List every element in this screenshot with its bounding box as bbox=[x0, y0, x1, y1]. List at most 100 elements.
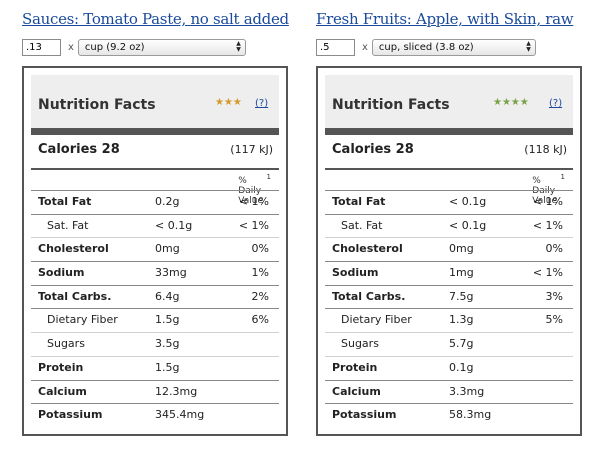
nutrient-percent: 0% bbox=[545, 242, 563, 256]
nutrient-label: Total Carbs. bbox=[332, 289, 406, 303]
nutrition-facts-panel: Nutrition Facts ★★★ (?) Calories 28 (117… bbox=[22, 66, 288, 436]
nutrient-amount: 1mg bbox=[449, 266, 474, 280]
nutrient-amount: 0mg bbox=[155, 242, 180, 256]
multiply-sign: x bbox=[362, 41, 368, 53]
unit-select[interactable]: cup, sliced (3.8 oz) ▲ ▼ bbox=[371, 38, 536, 56]
nutrient-amount: < 0.1g bbox=[449, 218, 487, 232]
rating-help-link[interactable]: (?) bbox=[255, 98, 269, 109]
nutrient-amount: 3.3mg bbox=[449, 384, 485, 398]
nutrient-label: Total Carbs. bbox=[38, 289, 112, 303]
calories-label: Calories 28 bbox=[38, 142, 120, 157]
nutrient-percent: 6% bbox=[251, 313, 269, 327]
nutrient-label: Sat. Fat bbox=[47, 218, 89, 232]
nutrient-row: Potassium 345.4mg bbox=[31, 404, 279, 427]
calories-kj: (118 kJ) bbox=[524, 143, 567, 156]
nutrition-facts-title: Nutrition Facts bbox=[332, 97, 450, 113]
quantity-input[interactable]: .5 bbox=[316, 38, 355, 56]
nutrient-percent: 1% bbox=[251, 266, 269, 280]
nutrient-label: Potassium bbox=[332, 408, 397, 422]
nutrient-percent: < 1% bbox=[238, 218, 269, 232]
nutrient-percent: < 1% bbox=[532, 266, 563, 280]
nutrient-label: Protein bbox=[332, 360, 378, 374]
nutrient-row: Total Fat 0.2g < 1% bbox=[31, 191, 279, 215]
nutrient-amount: 1.5g bbox=[155, 313, 180, 327]
nutrition-facts-title: Nutrition Facts bbox=[38, 97, 156, 113]
nutrient-row: Cholesterol 0mg 0% bbox=[31, 238, 279, 263]
nutrient-label: Potassium bbox=[38, 408, 103, 422]
nutrient-row: Sugars 3.5g bbox=[31, 333, 279, 357]
daily-value-header: % Daily Value 1 bbox=[325, 168, 573, 206]
food-title-link[interactable]: Sauces: Tomato Paste, no salt added bbox=[22, 10, 289, 28]
nutrient-amount: < 0.1g bbox=[155, 218, 193, 232]
nutrient-label: Protein bbox=[38, 360, 84, 374]
serving-controls: .5 x cup, sliced (3.8 oz) ▲ ▼ bbox=[316, 38, 536, 56]
nutrient-percent: 0% bbox=[251, 242, 269, 256]
rating-stars-icon: ★★★ bbox=[215, 97, 242, 108]
quantity-input[interactable]: .13 bbox=[22, 38, 61, 56]
nutrient-row: Sat. Fat < 0.1g < 1% bbox=[325, 215, 573, 239]
nutrient-amount: 0.1g bbox=[449, 360, 474, 374]
nutrition-header: Nutrition Facts ★★★★ (?) bbox=[325, 75, 573, 130]
nutrient-rows: Total Fat < 0.1g < 1% Sat. Fat < 0.1g < 1% Cho… bbox=[325, 190, 573, 427]
nutrient-amount: 5.7g bbox=[449, 337, 474, 351]
rating-stars-icon: ★★★★ bbox=[493, 97, 529, 108]
nutrient-label: Calcium bbox=[38, 384, 87, 398]
nutrient-percent: 5% bbox=[545, 313, 563, 327]
daily-value-header: % Daily Value 1 bbox=[31, 168, 279, 206]
nutrient-row: Sodium 33mg 1% bbox=[31, 262, 279, 286]
nutrient-amount: 6.4g bbox=[155, 289, 180, 303]
nutrient-label: Sugars bbox=[341, 337, 379, 351]
calories-row: Calories 28 (117 kJ) bbox=[31, 138, 279, 164]
nutrient-row: Total Carbs. 7.5g 3% bbox=[325, 286, 573, 310]
unit-select-value: cup (9.2 oz) bbox=[84, 41, 145, 53]
select-arrows-icon: ▲ ▼ bbox=[526, 39, 531, 53]
nutrient-percent: 2% bbox=[251, 289, 269, 303]
nutrient-row: Calcium 3.3mg bbox=[325, 381, 573, 405]
nutrient-rows: Total Fat 0.2g < 1% Sat. Fat < 0.1g < 1% Chole… bbox=[31, 190, 279, 427]
nutrient-amount: 1.3g bbox=[449, 313, 474, 327]
food-title-link[interactable]: Fresh Fruits: Apple, with Skin, raw bbox=[316, 10, 574, 28]
nutrient-label: Calcium bbox=[332, 384, 381, 398]
nutrient-row: Dietary Fiber 1.5g 6% bbox=[31, 309, 279, 334]
daily-value-footnote: 1 bbox=[560, 173, 565, 181]
calories-label: Calories 28 bbox=[332, 142, 414, 157]
unit-select[interactable]: cup (9.2 oz) ▲ ▼ bbox=[77, 38, 246, 56]
thick-divider bbox=[31, 128, 279, 135]
nutrient-row: Sugars 5.7g bbox=[325, 333, 573, 357]
nutrient-amount: < 0.1g bbox=[449, 195, 487, 208]
nutrient-amount: 12.3mg bbox=[155, 384, 198, 398]
nutrient-amount: 33mg bbox=[155, 266, 187, 280]
nutrient-percent: < 1% bbox=[238, 195, 269, 208]
nutrient-label: Sodium bbox=[332, 266, 379, 280]
multiply-sign: x bbox=[68, 41, 74, 53]
nutrient-amount: 0.2g bbox=[155, 195, 180, 208]
nutrient-row: Sodium 1mg < 1% bbox=[325, 262, 573, 286]
nutrient-amount: 58.3mg bbox=[449, 408, 492, 422]
nutrient-row: Cholesterol 0mg 0% bbox=[325, 238, 573, 263]
calories-kj: (117 kJ) bbox=[230, 143, 273, 156]
rating-help-link[interactable]: (?) bbox=[549, 98, 563, 109]
nutrient-label: Sugars bbox=[47, 337, 85, 351]
nutrient-row: Total Carbs. 6.4g 2% bbox=[31, 286, 279, 310]
daily-value-footnote: 1 bbox=[266, 173, 271, 181]
nutrition-header: Nutrition Facts ★★★ (?) bbox=[31, 75, 279, 130]
nutrient-row: Potassium 58.3mg bbox=[325, 404, 573, 427]
nutrient-amount: 345.4mg bbox=[155, 408, 205, 422]
daily-value-label: % Daily Value bbox=[238, 176, 263, 206]
nutrient-row: Dietary Fiber 1.3g 5% bbox=[325, 309, 573, 334]
nutrient-amount: 1.5g bbox=[155, 360, 180, 374]
nutrient-row: Protein 0.1g bbox=[325, 357, 573, 381]
nutrient-percent: < 1% bbox=[532, 195, 563, 208]
daily-value-label: % Daily Value bbox=[532, 176, 557, 206]
nutrient-percent: < 1% bbox=[532, 218, 563, 232]
nutrient-row: Sat. Fat < 0.1g < 1% bbox=[31, 215, 279, 239]
select-arrows-icon: ▲ ▼ bbox=[236, 39, 241, 53]
nutrient-label: Total Fat bbox=[38, 195, 92, 208]
calories-row: Calories 28 (118 kJ) bbox=[325, 138, 573, 164]
nutrient-label: Dietary Fiber bbox=[47, 313, 118, 327]
nutrient-amount: 0mg bbox=[449, 242, 474, 256]
nutrient-label: Dietary Fiber bbox=[341, 313, 412, 327]
nutrition-facts-panel: Nutrition Facts ★★★★ (?) Calories 28 (11… bbox=[316, 66, 582, 436]
nutrient-label: Total Fat bbox=[332, 195, 386, 208]
nutrient-amount: 3.5g bbox=[155, 337, 180, 351]
